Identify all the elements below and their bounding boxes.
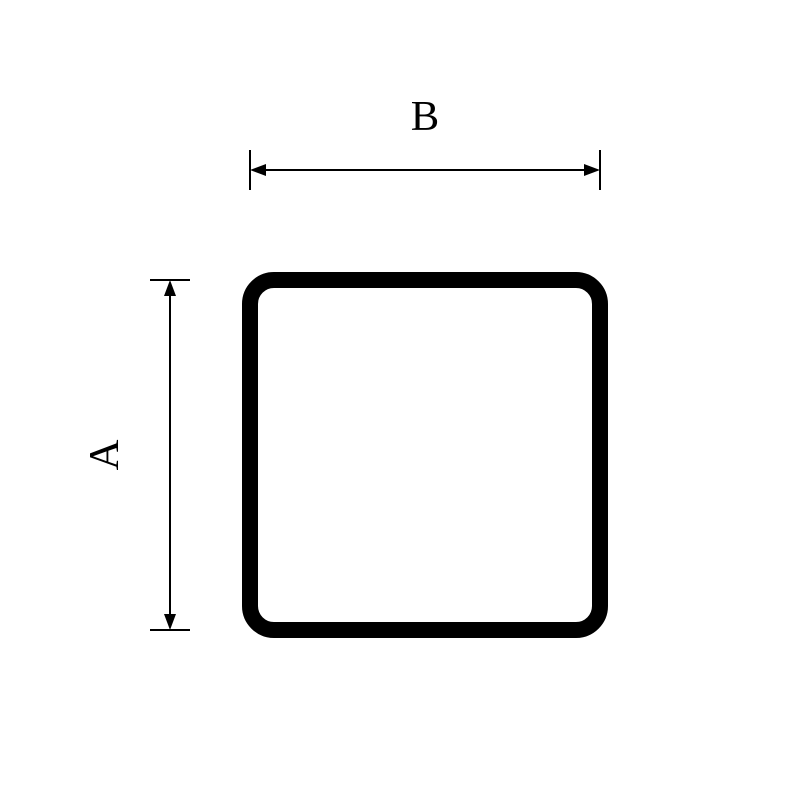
width-dimension: B xyxy=(250,93,600,190)
height-dimension: A xyxy=(81,280,190,630)
square-profile xyxy=(250,280,600,630)
width-label: B xyxy=(411,93,439,140)
dimension-diagram: B A xyxy=(0,0,800,800)
height-label: A xyxy=(81,439,128,470)
